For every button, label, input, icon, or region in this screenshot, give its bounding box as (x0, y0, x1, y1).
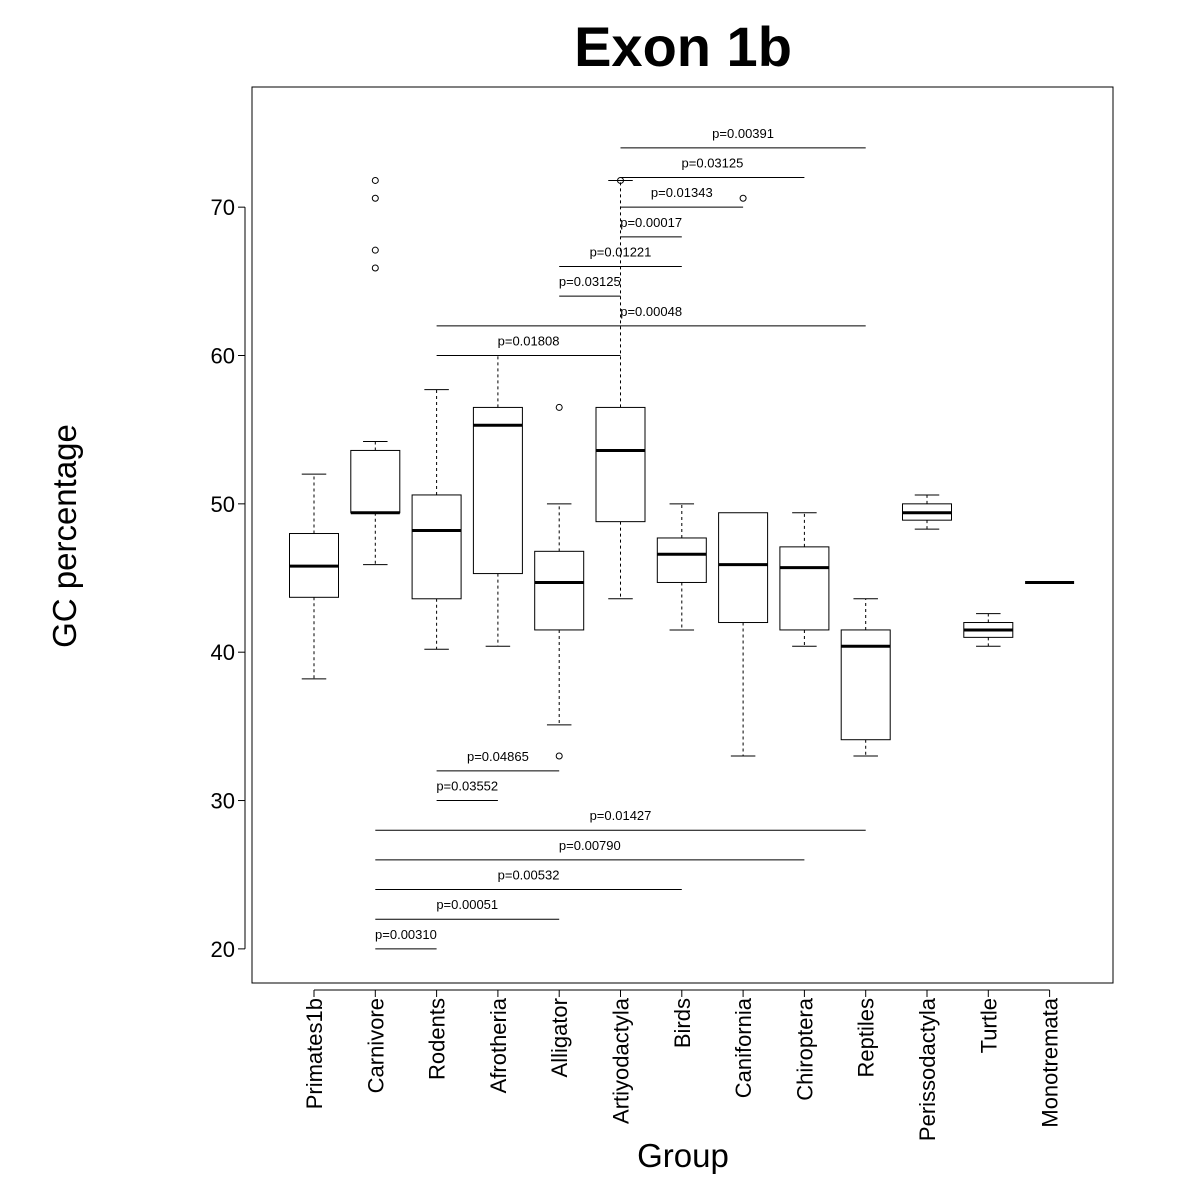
box-chiroptera (779, 512, 830, 647)
x-tick-label-canifornia: Canifornia (731, 997, 756, 1098)
annotation-label: p=0.00790 (559, 838, 621, 853)
annotation-4: p=0.01221 (559, 244, 682, 267)
box-body (718, 512, 769, 624)
box-body (656, 537, 707, 583)
box-primates1b (289, 473, 339, 680)
x-tick-label-reptiles: Reptiles (854, 998, 879, 1077)
annotation-0: p=0.00391 (620, 126, 866, 149)
annotation-1: p=0.03125 (620, 155, 805, 178)
annotation-label: p=0.00048 (620, 304, 682, 319)
outlier-point-1 (555, 752, 563, 760)
box-body (534, 550, 585, 631)
box-rodents (411, 389, 462, 650)
outlier-point-2 (371, 194, 379, 202)
box-turtle (963, 613, 1014, 647)
annotation-2: p=0.01343 (620, 185, 744, 208)
x-tick-label-rodents: Rodents (425, 998, 450, 1080)
plot-frame (251, 86, 1114, 984)
boxes-layer (289, 176, 1075, 760)
annotation-9: p=0.03552 (436, 779, 498, 802)
x-axis: Primates1b Carnivore Rodents Afrotheria Alli… (302, 989, 1063, 1141)
box-artiyodactyla (595, 176, 646, 600)
annotation-label: p=0.03552 (436, 779, 498, 794)
outlier-point-0 (371, 264, 379, 272)
x-tick-label-carnivore: Carnivore (363, 998, 388, 1093)
y-tick-label-70: 70 (211, 195, 235, 220)
annotation-12: p=0.00532 (375, 868, 682, 891)
outlier-point-0 (555, 403, 563, 411)
outlier-point-0 (739, 194, 747, 202)
annotation-label: p=0.00310 (375, 927, 437, 942)
annotation-3: p=0.00017 (620, 215, 682, 238)
annotation-label: p=0.00051 (436, 897, 498, 912)
annotation-7: p=0.01808 (436, 334, 621, 357)
annotation-label: p=0.01343 (651, 185, 713, 200)
y-tick-label-20: 20 (211, 937, 235, 962)
y-axis-title: GC percentage (46, 424, 83, 648)
annotation-label: p=0.00391 (712, 126, 774, 141)
annotation-13: p=0.00051 (375, 897, 560, 920)
box-perissodactyla (902, 494, 952, 530)
annotation-label: p=0.01427 (590, 808, 652, 823)
y-tick-label-30: 30 (211, 789, 235, 814)
box-canifornia (718, 194, 769, 757)
y-tick-label-40: 40 (211, 640, 235, 665)
annotation-label: p=0.03125 (682, 155, 744, 170)
x-axis-title: Group (637, 1137, 729, 1174)
box-birds (656, 503, 707, 631)
annotation-8: p=0.04865 (436, 749, 560, 772)
x-tick-label-perissodactyla: Perissodactyla (915, 997, 940, 1141)
x-tick-label-afrotheria: Afrotheria (486, 997, 511, 1093)
annotation-label: p=0.01221 (590, 244, 652, 259)
x-tick-label-birds: Birds (670, 998, 695, 1048)
annotation-label: p=0.01808 (498, 334, 560, 349)
annotation-label: p=0.04865 (467, 749, 529, 764)
annotation-label: p=0.00017 (620, 215, 682, 230)
significance-annotations: p=0.00391 p=0.03125 p=0.01343 p=0.00017 p=0.… (375, 126, 866, 950)
box-body (472, 406, 523, 575)
annotation-14: p=0.00310 (375, 927, 437, 950)
x-tick-label-artiyodactyla: Artiyodactyla (609, 997, 634, 1124)
box-carnivore (350, 176, 401, 566)
chart-title: Exon 1b (574, 15, 792, 78)
box-afrotheria (472, 355, 523, 647)
y-tick-label-50: 50 (211, 492, 235, 517)
annotation-6: p=0.00048 (436, 304, 866, 327)
y-axis: 20 30 40 50 60 70 (211, 195, 246, 962)
x-tick-label-alligator: Alligator (547, 998, 572, 1077)
x-tick-label-turtle: Turtle (976, 998, 1001, 1053)
outlier-point-3 (371, 176, 379, 184)
box-body (840, 629, 891, 741)
box-reptiles (840, 598, 891, 757)
x-tick-label-primates1b: Primates1b (302, 998, 327, 1109)
x-tick-label-chiroptera: Chiroptera (792, 997, 817, 1100)
outlier-point-1 (371, 246, 379, 254)
annotation-label: p=0.00532 (498, 868, 560, 883)
box-alligator (534, 403, 585, 760)
annotation-5: p=0.03125 (559, 274, 621, 297)
annotation-11: p=0.00790 (375, 838, 805, 861)
annotation-label: p=0.03125 (559, 274, 621, 289)
annotation-10: p=0.01427 (375, 808, 866, 831)
box-body (411, 494, 462, 600)
x-tick-label-monotremata: Monotremata (1038, 997, 1063, 1127)
box-body (779, 546, 830, 631)
box-body (350, 449, 401, 514)
y-tick-label-60: 60 (211, 344, 235, 369)
box-body (595, 406, 646, 523)
